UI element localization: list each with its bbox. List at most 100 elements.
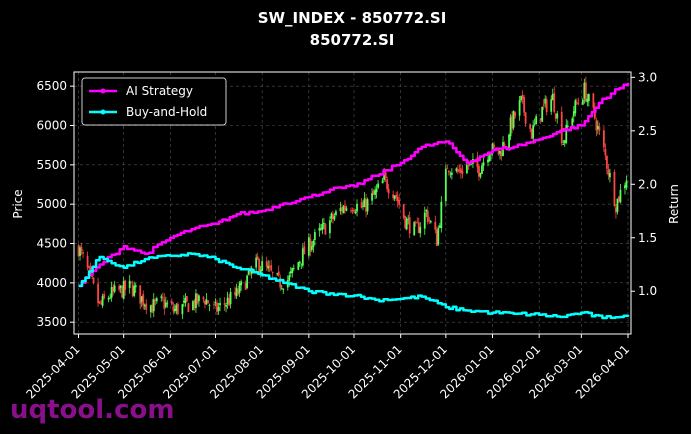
candle-body — [329, 220, 331, 234]
series-line-strategy — [78, 82, 630, 288]
candle-body — [270, 265, 273, 271]
candle-body — [160, 296, 163, 298]
candle-body — [461, 170, 464, 174]
candle-body — [425, 209, 428, 212]
candle-body — [247, 268, 250, 275]
candle-body — [170, 301, 173, 305]
candle-body — [353, 209, 355, 212]
candle-body — [217, 306, 220, 311]
candle-body — [562, 143, 565, 145]
candle-body — [523, 97, 526, 113]
candle-body — [354, 211, 357, 214]
candle-body — [163, 299, 166, 309]
candle-body — [618, 196, 620, 202]
candle-body — [226, 297, 229, 304]
candle-body — [193, 300, 196, 308]
candle-body — [240, 281, 242, 286]
candle-body — [554, 113, 557, 119]
candle-body — [467, 165, 470, 166]
candle-body — [124, 280, 127, 290]
candle-body — [332, 214, 334, 219]
candle-body — [619, 189, 622, 203]
candle-body — [356, 204, 358, 212]
candle-body — [176, 303, 179, 314]
candle-body — [271, 272, 274, 273]
candle-body — [560, 111, 563, 144]
candle-body — [155, 298, 158, 302]
candle-body — [107, 297, 110, 300]
candle-body — [145, 303, 148, 310]
candle-body — [181, 304, 184, 315]
y-axis-left-label: Price — [11, 189, 25, 218]
candle-body — [447, 170, 450, 173]
y-right-tick-label: 1.5 — [638, 231, 657, 245]
candle-body — [381, 180, 384, 184]
candle-body — [587, 94, 590, 102]
candle-body — [377, 183, 379, 188]
candle-body — [615, 207, 617, 213]
candle-body — [596, 126, 599, 129]
candle-body — [518, 100, 521, 116]
candle-body — [301, 248, 304, 266]
candle-body — [238, 283, 241, 293]
series-lines — [78, 82, 630, 320]
candle-body — [133, 285, 136, 296]
candle-body — [112, 286, 115, 292]
candle-body — [435, 229, 438, 247]
candle-body — [577, 102, 580, 104]
candle-body — [371, 193, 373, 201]
candle-body — [383, 174, 386, 180]
candle-body — [173, 308, 176, 312]
candle-body — [365, 199, 367, 212]
candle-body — [404, 216, 407, 229]
candle-body — [423, 212, 426, 229]
candle-body — [529, 124, 532, 130]
candle-body — [225, 304, 227, 307]
candle-body — [487, 159, 489, 163]
candle-body — [606, 156, 608, 169]
candle-body — [444, 168, 447, 201]
y-left-tick-label: 5500 — [36, 158, 67, 172]
candle-body — [398, 199, 401, 205]
candle-body — [80, 247, 83, 251]
candle-body — [499, 150, 501, 154]
x-axis-ticks: 2025-04-012025-05-012025-06-012025-07-01… — [23, 334, 632, 401]
candle-body — [142, 294, 145, 306]
candle-body — [82, 252, 84, 254]
candle-body — [89, 266, 92, 273]
legend-label-strategy: AI Strategy — [126, 84, 193, 98]
candle-body — [482, 162, 485, 166]
legend-box — [81, 77, 227, 126]
candle-body — [198, 295, 200, 301]
candle-body — [396, 196, 399, 202]
legend-label-buy-hold: Buy-and-Hold — [126, 105, 207, 119]
candle-body — [279, 277, 282, 288]
candle-body — [121, 286, 124, 298]
candle-body — [341, 207, 343, 212]
candle-body — [77, 245, 80, 257]
candle-body — [624, 185, 626, 189]
candle-body — [187, 303, 190, 313]
candle-body — [539, 118, 542, 121]
candle-body — [575, 102, 578, 104]
y-left-tick-label: 6500 — [36, 79, 67, 93]
candle-body — [395, 194, 398, 198]
candle-body — [261, 261, 264, 271]
candle-body — [351, 210, 354, 212]
candle-body — [449, 173, 452, 175]
y-axis-right-ticks: 1.0 1.5 2.0 2.5 3.0 — [631, 70, 657, 298]
candle-body — [110, 287, 113, 298]
candle-body — [440, 201, 443, 228]
candle-body — [208, 305, 211, 306]
candle-body — [374, 190, 376, 195]
candle-body — [139, 285, 142, 304]
candle-body — [109, 297, 112, 299]
candle-body — [511, 115, 513, 129]
candle-body — [223, 303, 226, 305]
candle-body — [244, 283, 247, 290]
candle-body — [493, 144, 495, 148]
candle-body — [556, 113, 559, 119]
candle-body — [386, 179, 389, 190]
candle-body — [86, 255, 89, 268]
candle-body — [152, 299, 155, 312]
